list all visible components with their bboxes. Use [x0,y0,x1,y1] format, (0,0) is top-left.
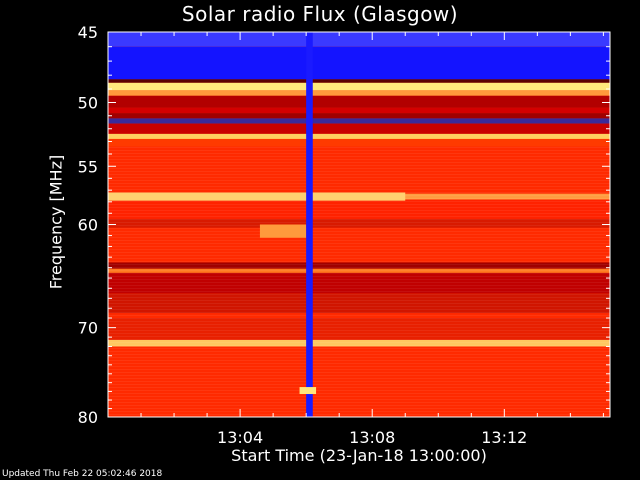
y-axis-label: Frequency [MHz] [46,154,66,290]
y-tick-label-50: 50 [78,94,98,113]
feature-3 [299,387,317,395]
band-1 [108,46,610,80]
band-11 [108,138,610,147]
texture-overlay [108,146,610,417]
feature-2 [306,32,313,417]
chart-title: Solar radio Flux (Glasgow) [181,2,459,26]
band-4 [108,90,610,96]
y-tick-label-80: 80 [78,408,98,427]
x-tick-label-8: 13:08 [349,428,395,447]
band-0 [108,32,610,47]
band-6 [108,107,610,114]
feature-1 [259,224,307,238]
band-8 [108,118,610,124]
y-tick-label-60: 60 [78,216,98,235]
band-7 [108,113,610,119]
x-tick-label-12: 13:12 [481,428,527,447]
band-10 [108,133,610,139]
feature-0 [108,192,406,201]
y-tick-label-70: 70 [78,319,98,338]
updated-timestamp: Updated Thu Feb 22 05:02:46 2018 [2,469,163,479]
y-tick-label-55: 55 [78,157,98,176]
y-tick-label-45: 45 [78,23,98,42]
band-9 [108,123,610,134]
band-5 [108,95,610,108]
x-tick-label-4: 13:04 [217,428,263,447]
x-axis-label: Start Time (23-Jan-18 13:00:00) [231,446,487,465]
band-2 [108,79,610,83]
band-3 [108,82,610,91]
